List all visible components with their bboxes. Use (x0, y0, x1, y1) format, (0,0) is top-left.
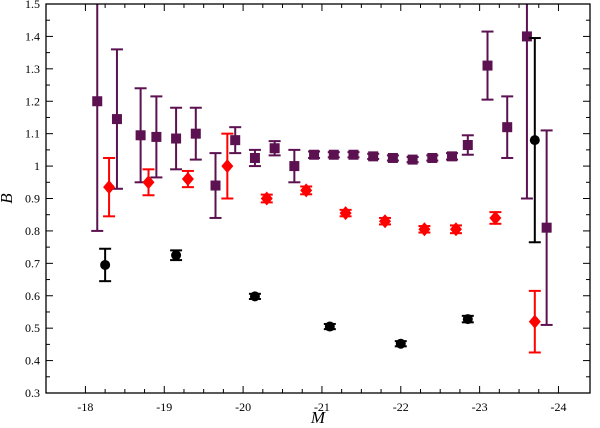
diamond-point (339, 206, 352, 221)
x-tick-label: -21 (314, 400, 330, 414)
diamond-point (221, 159, 234, 174)
square-point (427, 152, 438, 163)
diamond-point (142, 175, 155, 190)
y-tick-label: 1.2 (25, 94, 40, 108)
diamond-point (300, 183, 313, 198)
y-tick-label: 0.6 (25, 289, 40, 303)
square-point (447, 151, 458, 162)
square-point (92, 96, 103, 107)
circle-point (324, 321, 335, 332)
circle-point (171, 250, 182, 261)
square-point (309, 149, 320, 160)
square-point (269, 143, 280, 154)
marks-layer (91, 4, 553, 354)
x-tick-label: -19 (156, 400, 172, 414)
x-tick-label: -18 (77, 400, 93, 414)
square-point (348, 149, 359, 160)
square-point (151, 131, 162, 142)
square-point (387, 152, 398, 163)
square-point (502, 122, 513, 133)
plot-frame (45, 3, 591, 394)
y-tick-label: 1.4 (25, 29, 40, 43)
y-tick-label: 0.7 (25, 256, 40, 270)
ticks-layer: -18 -19 -20 -21 -22 -23 -24 0.3 0.4 0.5 0.6 0.7 0.8 0… (25, 0, 590, 414)
square-point (249, 152, 260, 163)
circle-point (395, 338, 406, 349)
square-point (230, 135, 241, 146)
x-tick-label: -23 (472, 400, 488, 414)
square-point (135, 130, 146, 141)
x-tick-label: -22 (393, 400, 409, 414)
y-tick-label: 1.3 (25, 62, 40, 76)
square-point (368, 151, 379, 162)
square-point (521, 31, 532, 42)
y-tick-label: 0.4 (25, 354, 40, 368)
y-tick-label: 1 (34, 159, 40, 173)
square-point (407, 154, 418, 165)
y-tick-label: 1.1 (25, 127, 40, 141)
square-point (210, 180, 221, 191)
circle-point (249, 291, 260, 302)
diamond-point (489, 210, 502, 225)
square-point (190, 128, 201, 139)
y-tick-label: 0.3 (25, 386, 40, 400)
diamond-point (418, 222, 431, 237)
diamond-point (260, 191, 273, 206)
y-tick-label: 0.8 (25, 224, 40, 238)
y-tick-label: 1.5 (25, 0, 40, 11)
square-point (289, 161, 300, 172)
square-point (462, 140, 473, 151)
square-point (171, 133, 182, 144)
circle-point (100, 259, 111, 270)
square-point (482, 60, 493, 71)
square-point (111, 114, 122, 125)
y-axis-title: B (0, 193, 16, 204)
diamond-point (103, 180, 116, 195)
square-point (541, 222, 552, 233)
circle-point (462, 314, 473, 325)
diamond-point (181, 172, 194, 187)
circle-point (529, 135, 540, 146)
square-point (328, 149, 339, 160)
x-axis-title: M (310, 408, 326, 427)
diamond-point (379, 214, 392, 229)
y-tick-label: 0.5 (25, 321, 40, 335)
x-tick-label: -24 (550, 400, 566, 414)
x-tick-label: -20 (235, 400, 251, 414)
diamond-point (449, 222, 462, 237)
y-tick-label: 0.9 (25, 192, 40, 206)
diamond-point (528, 314, 541, 329)
